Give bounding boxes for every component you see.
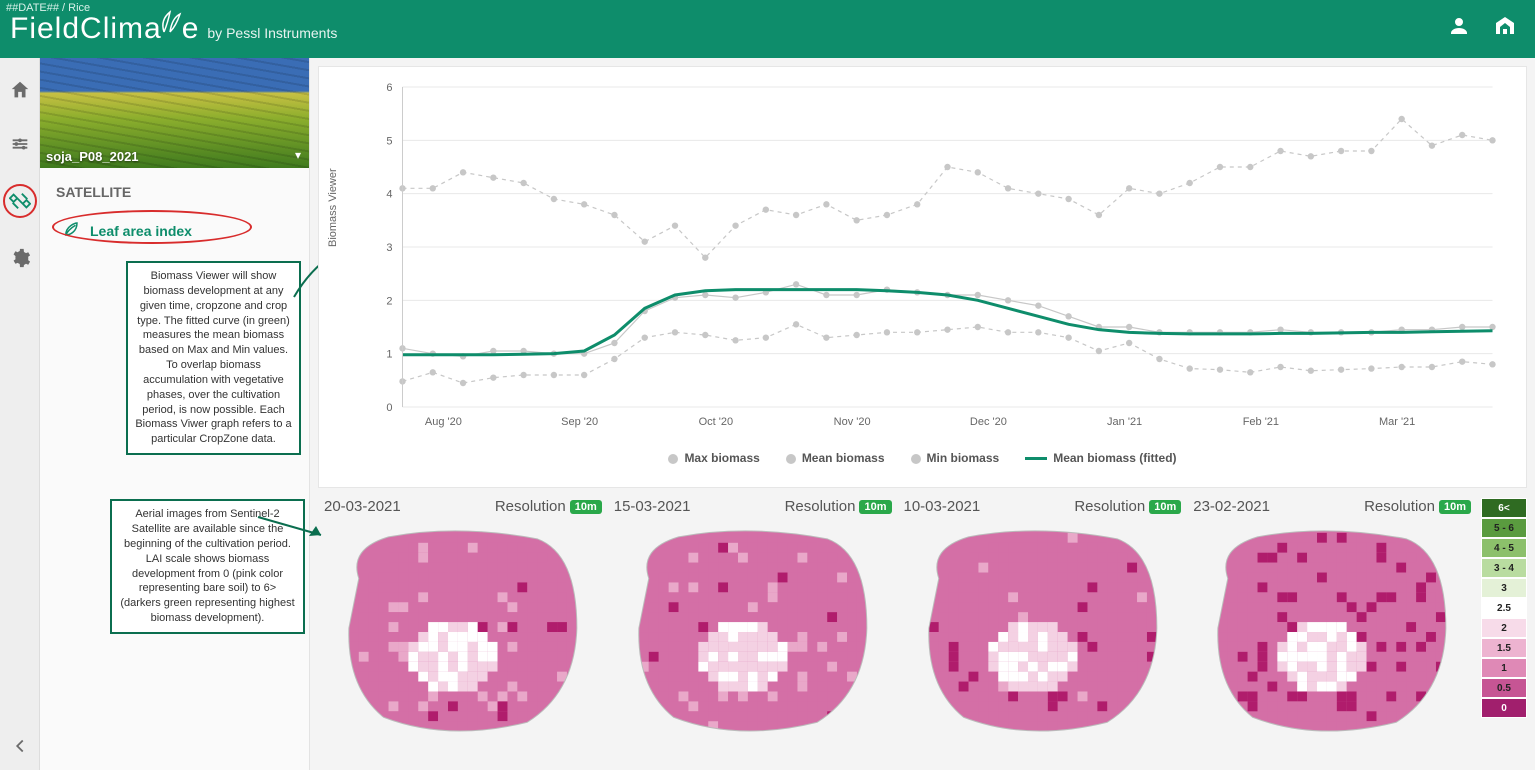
leaf-icon [62,220,80,241]
tile-resolution: Resolution 10m [1364,498,1471,515]
tile-resolution: Resolution 10m [495,498,602,515]
svg-text:Mar '21: Mar '21 [1379,416,1415,428]
tile-date: 15-03-2021 [614,498,691,515]
legend-fitted: Mean biomass (fitted) [1025,451,1176,465]
satellite-tile[interactable]: 20-03-2021 Resolution 10m [318,498,608,750]
satellite-tile[interactable]: 10-03-2021 Resolution 10m [898,498,1188,750]
tile-resolution: Resolution 10m [1074,498,1181,515]
svg-text:Aug '20: Aug '20 [425,416,462,428]
sidebar-section-title: SATELLITE [40,168,309,208]
svg-text:1: 1 [386,349,392,361]
svg-text:6: 6 [386,82,392,94]
brand-byline: by Pessl Instruments [207,25,337,41]
svg-text:2: 2 [386,295,392,307]
legend-min: Min biomass [911,451,1000,465]
scale-cell: 3 [1481,578,1527,598]
tile-resolution: Resolution 10m [785,498,892,515]
scale-cell: 0.5 [1481,678,1527,698]
svg-text:Feb '21: Feb '21 [1243,416,1279,428]
farm-icon[interactable] [1493,14,1517,41]
tile-date: 10-03-2021 [904,498,981,515]
main-content: Biomass Viewer 0 1 2 3 4 5 6 Aug '20 Sep '20 Oct … [310,58,1535,770]
scale-cell: 2.5 [1481,598,1527,618]
svg-text:Nov '20: Nov '20 [834,416,871,428]
satellite-row: 20-03-2021 Resolution 10m 15-03-2021 Res… [318,498,1527,750]
sidebar-item-lai[interactable]: Leaf area index [50,212,299,249]
field-selector[interactable]: soja_P08_2021 ▾ [40,58,309,168]
tile-date: 20-03-2021 [324,498,401,515]
svg-text:Oct '20: Oct '20 [699,416,734,428]
scale-cell: 6< [1481,498,1527,518]
svg-text:0: 0 [386,402,392,414]
chart-y-axis-label: Biomass Viewer [327,168,339,247]
legend-mean: Mean biomass [786,451,885,465]
lai-scale: 6<5 - 64 - 53 - 432.521.510.50 [1481,498,1527,718]
legend-max: Max biomass [668,451,759,465]
leaf-icon [158,10,182,48]
app-header: ##DATE## / Rice FieldClima e by Pessl In… [0,0,1535,58]
scale-cell: 0 [1481,698,1527,718]
svg-text:Dec '20: Dec '20 [970,416,1007,428]
svg-text:4: 4 [386,189,392,201]
svg-text:Jan '21: Jan '21 [1107,416,1142,428]
biomass-chart: 0 1 2 3 4 5 6 Aug '20 Sep '20 Oct '20 Nov '20 Dec '… [329,77,1516,447]
chart-legend: Max biomass Mean biomass Min biomass Mea… [329,451,1516,465]
annotation-text: Biomass Viewer will show biomass develop… [135,270,291,445]
svg-text:5: 5 [386,135,392,147]
svg-text:Sep '20: Sep '20 [561,416,598,428]
scale-cell: 2 [1481,618,1527,638]
sidebar-item-label: Leaf area index [90,223,192,239]
scale-cell: 1.5 [1481,638,1527,658]
scale-cell: 4 - 5 [1481,538,1527,558]
nav-rail [0,58,40,770]
sidebar: soja_P08_2021 ▾ SATELLITE Leaf area inde… [40,58,310,770]
biomass-chart-panel: Biomass Viewer 0 1 2 3 4 5 6 Aug '20 Sep '20 Oct … [318,66,1527,488]
chevron-down-icon: ▾ [295,148,301,162]
brand: FieldClima e by Pessl Instruments [10,10,337,48]
tile-date: 23-02-2021 [1193,498,1270,515]
annotation-satellite: Aerial images from Sentinel-2 Satellite … [110,499,305,634]
scale-cell: 5 - 6 [1481,518,1527,538]
brand-text: FieldClima [10,12,162,46]
satellite-tile[interactable]: 23-02-2021 Resolution 10m [1187,498,1477,750]
nav-collapse[interactable] [6,732,34,760]
satellite-tile[interactable]: 15-03-2021 Resolution 10m [608,498,898,750]
header-actions [1447,14,1517,41]
nav-settings[interactable] [6,244,34,272]
scale-cell: 3 - 4 [1481,558,1527,578]
brand-text-tail: e [182,12,200,46]
annotation-biomass: Biomass Viewer will show biomass develop… [126,261,301,455]
brand-logo: FieldClima e [10,10,199,48]
annotation-text: Aerial images from Sentinel-2 Satellite … [120,508,294,624]
user-icon[interactable] [1447,14,1471,41]
scale-cell: 1 [1481,658,1527,678]
svg-text:3: 3 [386,242,392,254]
nav-home[interactable] [6,76,34,104]
nav-layers[interactable] [6,130,34,158]
nav-satellite[interactable] [3,184,37,218]
field-name: soja_P08_2021 [46,149,139,164]
